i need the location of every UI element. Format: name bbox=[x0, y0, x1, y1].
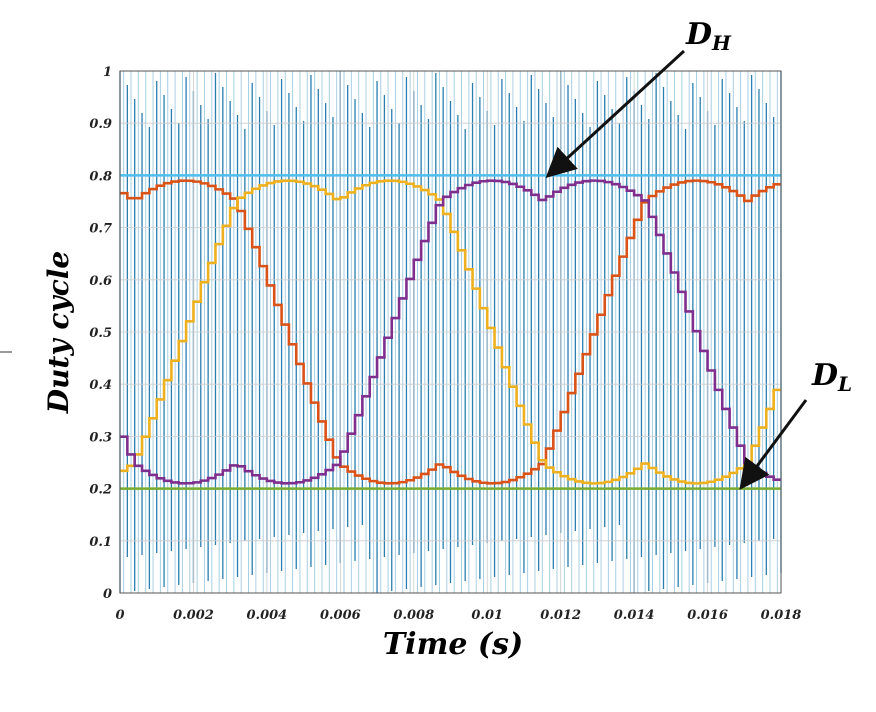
x-tick-label: 0.01 bbox=[471, 608, 503, 623]
x-tick-label: 0.014 bbox=[614, 608, 655, 623]
series-line-2 bbox=[120, 179, 781, 485]
x-tick-label: 0.002 bbox=[173, 608, 214, 623]
y-tick-label: 0.2 bbox=[89, 483, 112, 498]
series-line-1 bbox=[120, 179, 781, 485]
y-tick-label: 0.7 bbox=[89, 222, 112, 237]
x-tick-label: 0 bbox=[115, 608, 124, 623]
x-tick-label: 0.006 bbox=[320, 608, 361, 623]
y-tick-label: 0.9 bbox=[89, 117, 112, 132]
y-tick-label: 0.3 bbox=[89, 430, 112, 445]
dl-arrow bbox=[739, 399, 808, 490]
y-tick-label: 0.8 bbox=[89, 169, 112, 184]
dl-label: DL bbox=[811, 358, 852, 396]
x-tick-label: 0.016 bbox=[687, 608, 728, 623]
y-axis-label: Duty cycle bbox=[42, 251, 75, 414]
x-tick-label: 0.018 bbox=[761, 608, 802, 623]
plot-frame bbox=[119, 70, 782, 594]
y-tick-label: 0.6 bbox=[89, 274, 112, 289]
x-tick-label: 0.008 bbox=[393, 608, 434, 623]
x-tick-label: 0.012 bbox=[540, 608, 581, 623]
y-tick-label: 1 bbox=[103, 65, 112, 80]
x-tick-label: 0.004 bbox=[247, 608, 288, 623]
x-axis-label: Time (s) bbox=[383, 627, 523, 662]
dh-label: DH bbox=[685, 17, 732, 55]
tick-labels: 0 0.1 0.2 0.3 0.4 0.5 0.6 0.7 0.8 0.9 1 0 0.002 0.004… bbox=[89, 65, 801, 623]
series-line-0 bbox=[120, 179, 781, 485]
y-tick-label: 0.5 bbox=[89, 326, 112, 341]
series-lines bbox=[120, 174, 781, 490]
dh-arrow bbox=[545, 49, 686, 179]
y-tick-label: 0.4 bbox=[89, 378, 112, 393]
y-tick-label: 0 bbox=[103, 587, 112, 602]
y-tick-label: 0.1 bbox=[89, 535, 112, 550]
